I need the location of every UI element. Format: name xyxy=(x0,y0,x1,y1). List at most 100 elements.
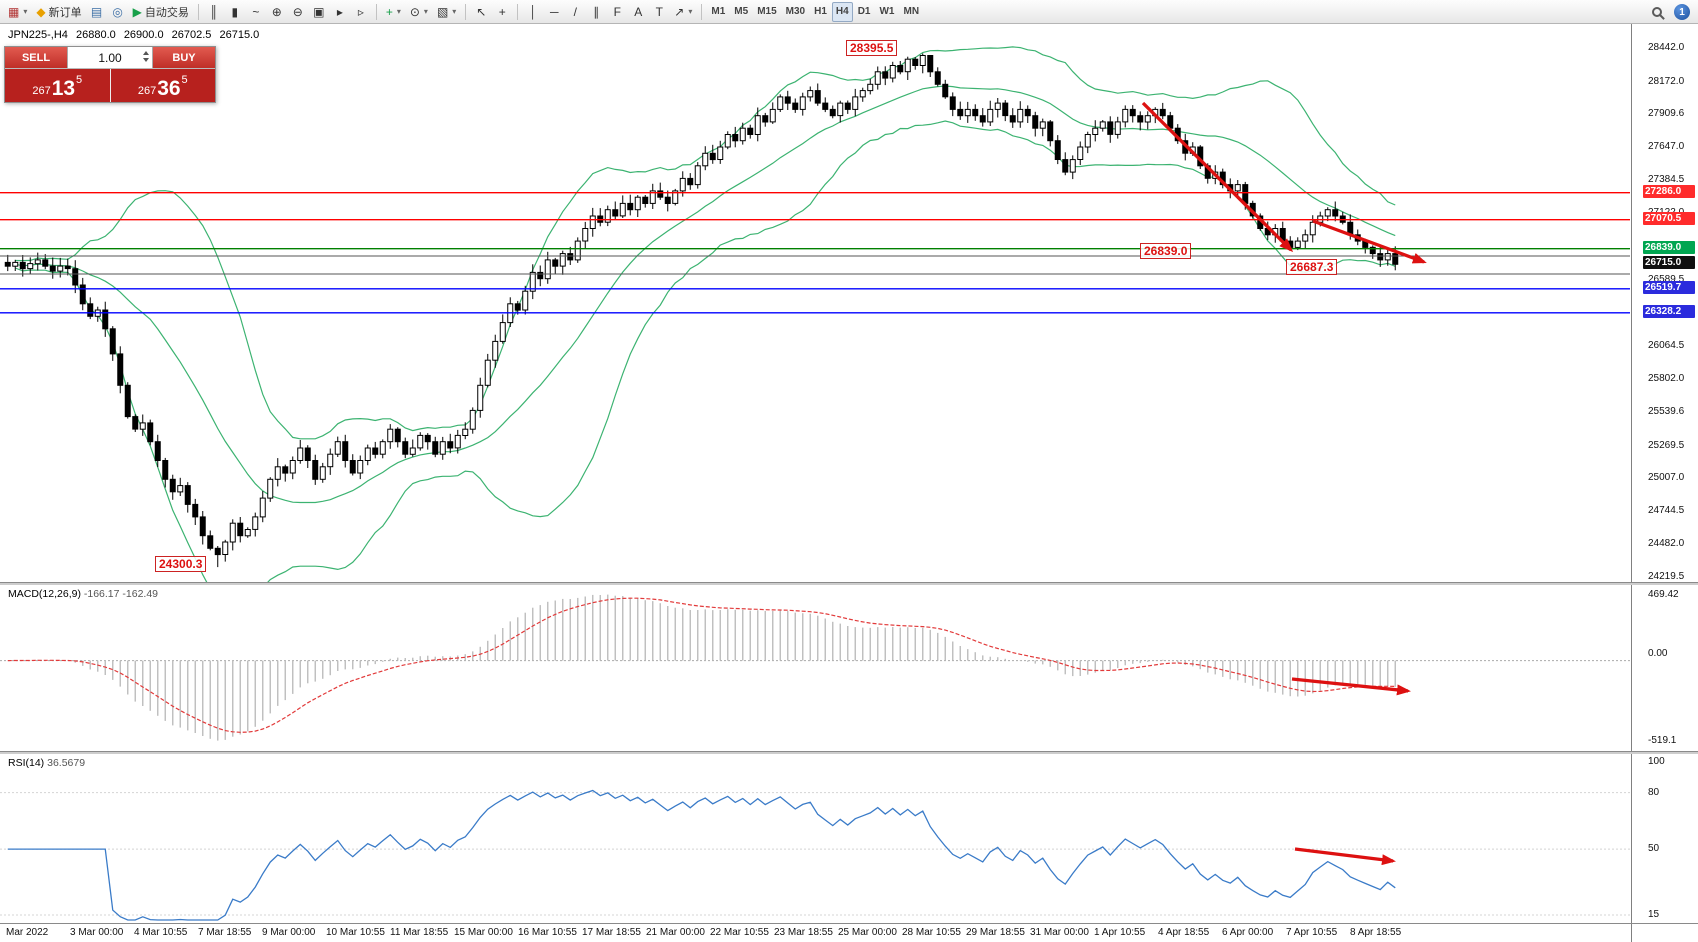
time-axis-label: 22 Mar 10:55 xyxy=(710,927,769,938)
trend-arrow-2[interactable] xyxy=(1291,677,1411,696)
chart-shift-icon[interactable]: ▹ xyxy=(351,2,371,22)
toolbar-separator xyxy=(465,3,467,20)
time-axis[interactable]: Mar 2022 3 Mar 00:00 4 Mar 10:55 7 Mar 18:5… xyxy=(0,924,1630,942)
timeframe-m5-label: M5 xyxy=(734,6,749,17)
lot-increase-icon[interactable] xyxy=(143,51,149,55)
notification-badge[interactable]: 1 xyxy=(1674,4,1690,20)
strategy-tester-icon[interactable]: ◎ xyxy=(108,2,128,22)
market-watch-icon[interactable]: ▤ xyxy=(87,2,107,22)
trend-arrow-3[interactable] xyxy=(1294,847,1396,866)
price-annotation: 24300.3 xyxy=(155,556,207,572)
sell-price[interactable]: 267 13 5 xyxy=(5,69,110,102)
strategy-tester-glyph: ◎ xyxy=(112,4,123,19)
vertical-line-icon[interactable]: │ xyxy=(523,2,543,22)
price-scale[interactable]: 28442.028172.027909.627647.027384.527122… xyxy=(1631,24,1698,942)
time-axis-label: 17 Mar 18:55 xyxy=(582,927,641,938)
market-watch-glyph: ▤ xyxy=(90,4,103,19)
zoom-out-glyph: ⊖ xyxy=(292,4,303,19)
price-tick: 24482.0 xyxy=(1648,538,1685,550)
periods-glyph: ⊙ xyxy=(409,4,420,19)
crosshair-icon[interactable]: + xyxy=(492,2,512,22)
timeframe-w1[interactable]: W1 xyxy=(875,2,898,22)
time-axis-label: 11 Mar 18:55 xyxy=(390,927,449,938)
price-tick: 25007.0 xyxy=(1648,472,1685,484)
zoom-in-icon[interactable]: ⊕ xyxy=(267,2,287,22)
timeframe-h4-label: H4 xyxy=(835,6,849,17)
periods-icon[interactable]: ⊙ ▾ xyxy=(406,2,432,22)
horizontal-line-glyph: ─ xyxy=(550,4,559,19)
timeframe-m30[interactable]: M30 xyxy=(782,2,809,22)
lot-size-value: 1.00 xyxy=(98,50,122,65)
price-tag: 26839.0 xyxy=(1643,240,1695,254)
time-axis-label: 1 Apr 10:55 xyxy=(1094,927,1146,938)
panel-separator-macd[interactable] xyxy=(0,582,1698,585)
trend-arrow-0[interactable] xyxy=(1141,101,1294,253)
cursor-icon[interactable]: ↖ xyxy=(471,2,491,22)
price-tick: 26589.5 xyxy=(1648,274,1685,285)
candlestick-chart-icon[interactable]: ▮ xyxy=(225,2,245,22)
timeframe-h1[interactable]: H1 xyxy=(810,2,831,22)
macd-indicator-label: MACD(12,26,9) -166.17 -162.49 xyxy=(6,588,161,600)
toolbar: ▦ ▾ ◆ 新订单 ▤ ◎ ▶ 自动交易 ║ ▮ ~ ⊕ ⊖ ▣ ▸ ▹ + ▾ ⊙ ▾ ▧ ▾ ↖ + │ ─ / ∥ F A T ↗ ▾ M1… xyxy=(0,0,1698,24)
lot-stepper[interactable] xyxy=(143,51,149,62)
arrows-icon[interactable]: ↗ ▾ xyxy=(670,2,696,22)
zoom-in-glyph: ⊕ xyxy=(271,4,282,19)
buy-price[interactable]: 267 36 5 xyxy=(110,69,215,102)
lot-size-input[interactable]: 1.00 xyxy=(67,47,153,68)
tile-windows-icon[interactable]: ▣ xyxy=(309,2,329,22)
timeframe-d1[interactable]: D1 xyxy=(854,2,875,22)
notification-count: 1 xyxy=(1679,6,1685,18)
timeframe-m5[interactable]: M5 xyxy=(730,2,752,22)
price-tick: 25269.5 xyxy=(1648,439,1685,451)
toolbar-separator xyxy=(701,3,703,20)
autotrading-button[interactable]: ▶ 自动交易 xyxy=(129,2,193,22)
buy-button[interactable]: BUY xyxy=(153,47,215,68)
panel-separator-rsi[interactable] xyxy=(0,751,1698,754)
text-icon[interactable]: A xyxy=(628,2,648,22)
time-axis-label: 23 Mar 18:55 xyxy=(774,927,833,938)
channel-icon[interactable]: ∥ xyxy=(586,2,606,22)
price-annotation: 26687.3 xyxy=(1286,259,1338,275)
timeframe-mn[interactable]: MN xyxy=(899,2,923,22)
lot-decrease-icon[interactable] xyxy=(143,58,149,62)
timeframe-h4[interactable]: H4 xyxy=(831,1,853,22)
timeframe-w1-label: W1 xyxy=(879,6,895,17)
chart-shift-glyph: ▹ xyxy=(357,4,364,19)
new-chart-icon[interactable]: ▦ ▾ xyxy=(4,2,31,22)
buy-price-big: 36 xyxy=(157,77,181,100)
price-tag: 27070.5 xyxy=(1643,211,1695,225)
price-tick: 27384.5 xyxy=(1648,174,1685,186)
indicators-glyph: + xyxy=(385,4,393,19)
ohlc-close: 26715.0 xyxy=(219,29,260,41)
buy-price-prefix: 267 xyxy=(137,84,157,97)
fibonacci-glyph: F xyxy=(613,4,621,19)
templates-icon[interactable]: ▧ ▾ xyxy=(433,2,460,22)
timeframe-m1-label: M1 xyxy=(711,6,726,17)
buy-price-sup: 5 xyxy=(181,74,188,86)
horizontal-line-icon[interactable]: ─ xyxy=(544,2,564,22)
zoom-out-icon[interactable]: ⊖ xyxy=(288,2,308,22)
price-tick: 24219.5 xyxy=(1648,571,1685,583)
search-icon[interactable] xyxy=(1652,7,1662,17)
label-icon[interactable]: T xyxy=(649,2,669,22)
line-chart-icon[interactable]: ~ xyxy=(246,2,266,22)
chart-ohlc-header: JPN225-,H4 26880.0 26900.0 26702.5 26715… xyxy=(8,29,264,41)
fibonacci-icon[interactable]: F xyxy=(607,2,627,22)
time-axis-label: 29 Mar 18:55 xyxy=(966,927,1025,938)
ohlc-high: 26900.0 xyxy=(123,29,164,41)
indicators-icon[interactable]: + ▾ xyxy=(382,2,405,22)
timeframe-d1-label: D1 xyxy=(857,6,871,17)
trendline-icon[interactable]: / xyxy=(565,2,585,22)
new-order-button[interactable]: ◆ 新订单 xyxy=(32,2,85,22)
dropdown-caret-icon: ▾ xyxy=(452,7,457,16)
bar-chart-icon[interactable]: ║ xyxy=(204,2,224,22)
trend-arrow-1[interactable] xyxy=(1312,219,1427,264)
timeframe-m1[interactable]: M1 xyxy=(707,2,729,22)
auto-scroll-glyph: ▸ xyxy=(336,4,343,19)
macd-name: MACD(12,26,9) xyxy=(8,588,81,600)
timeframe-m15[interactable]: M15 xyxy=(753,2,780,22)
auto-scroll-icon[interactable]: ▸ xyxy=(330,2,350,22)
sell-button[interactable]: SELL xyxy=(5,47,67,68)
time-axis-label: 3 Mar 00:00 xyxy=(70,927,124,938)
